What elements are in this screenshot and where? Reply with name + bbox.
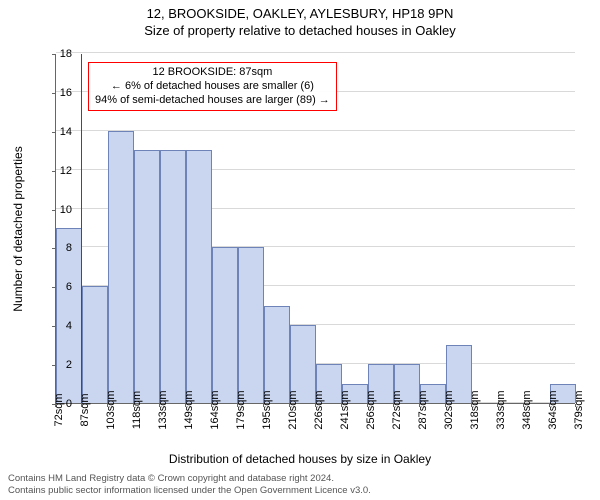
- annotation-line2: ← 6% of detached houses are smaller (6): [95, 80, 330, 94]
- x-tick-label: 226sqm: [313, 390, 325, 429]
- x-tick-label: 272sqm: [391, 390, 403, 429]
- attribution: Contains HM Land Registry data © Crown c…: [8, 473, 371, 496]
- annotation-line3: 94% of semi-detached houses are larger (…: [95, 94, 330, 108]
- x-tick-label: 103sqm: [105, 390, 117, 429]
- histogram-bar: [134, 150, 160, 403]
- x-tick-label: 348sqm: [521, 390, 533, 429]
- x-tick-label: 302sqm: [443, 390, 455, 429]
- x-tick-label: 287sqm: [417, 390, 429, 429]
- histogram-bar: [160, 150, 186, 403]
- subject-marker-line: [81, 54, 82, 403]
- x-tick-label: 164sqm: [209, 390, 221, 429]
- x-tick-label: 241sqm: [339, 390, 351, 429]
- x-tick-label: 72sqm: [53, 393, 65, 426]
- x-tick-label: 256sqm: [365, 390, 377, 429]
- title-address: 12, BROOKSIDE, OAKLEY, AYLESBURY, HP18 9…: [0, 6, 600, 21]
- x-tick-label: 379sqm: [573, 390, 585, 429]
- histogram-bar: [108, 131, 134, 403]
- attribution-line1: Contains HM Land Registry data © Crown c…: [8, 473, 371, 484]
- annotation-box: 12 BROOKSIDE: 87sqm ← 6% of detached hou…: [88, 62, 337, 111]
- x-tick-label: 195sqm: [261, 390, 273, 429]
- x-tick-label: 149sqm: [183, 390, 195, 429]
- title-subtitle: Size of property relative to detached ho…: [0, 23, 600, 38]
- x-tick-label: 364sqm: [547, 390, 559, 429]
- attribution-line2: Contains public sector information licen…: [8, 485, 371, 496]
- x-axis-label: Distribution of detached houses by size …: [0, 452, 600, 466]
- histogram-bar: [264, 306, 290, 403]
- histogram-bar: [238, 247, 264, 403]
- histogram-bar: [212, 247, 238, 403]
- histogram-bar: [186, 150, 212, 403]
- x-tick-label: 210sqm: [287, 390, 299, 429]
- x-tick-label: 133sqm: [157, 390, 169, 429]
- y-axis-label: Number of detached properties: [11, 146, 25, 311]
- x-tick-label: 179sqm: [235, 390, 247, 429]
- x-tick-label: 87sqm: [79, 393, 91, 426]
- histogram-bar: [82, 286, 108, 403]
- annotation-line1: 12 BROOKSIDE: 87sqm: [95, 66, 330, 80]
- x-tick-label: 318sqm: [469, 390, 481, 429]
- x-tick-label: 118sqm: [131, 391, 143, 429]
- x-tick-label: 333sqm: [495, 390, 507, 429]
